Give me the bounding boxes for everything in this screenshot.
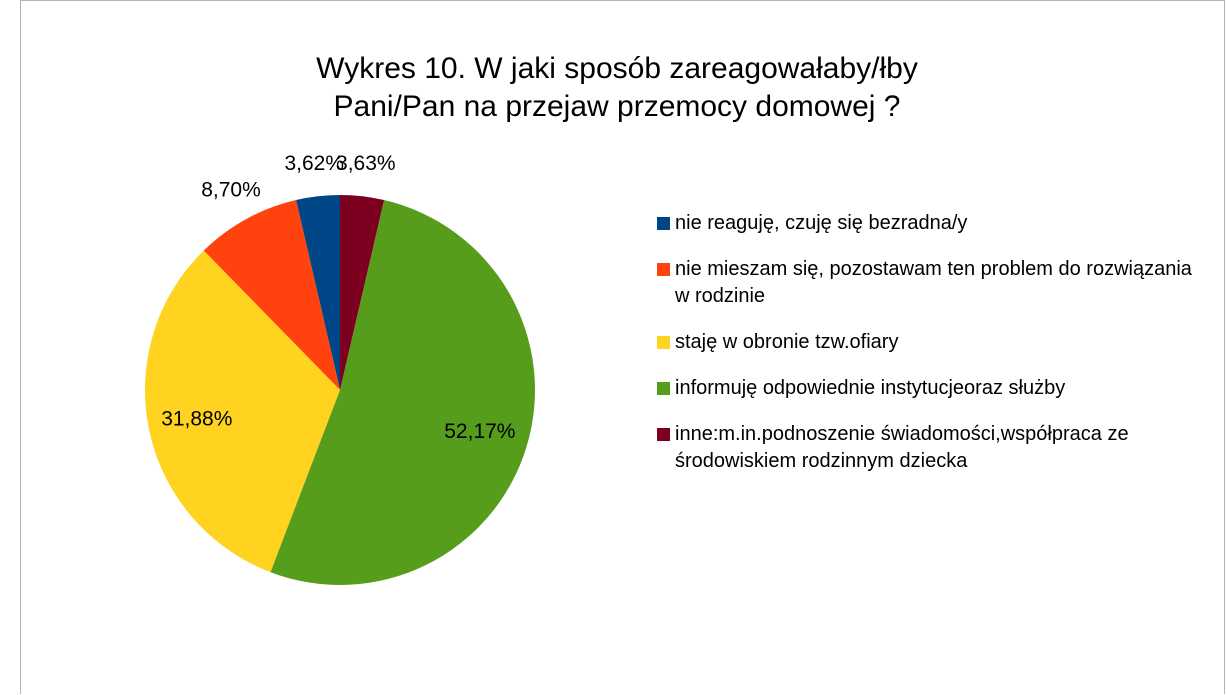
data-label: 8,70% <box>201 178 261 201</box>
legend-label: informuję odpowiednie instytucjeoraz słu… <box>675 377 1066 399</box>
chart-title: Wykres 10. W jaki sposób zareagowałaby/ł… <box>316 52 918 123</box>
legend-item: nie reaguję, czuję się bezradna/y <box>657 210 1197 237</box>
legend-swatch <box>657 217 670 230</box>
pie-slice <box>203 200 340 390</box>
legend-swatch <box>657 382 670 395</box>
legend-label: staję w obronie tzw.ofiary <box>675 331 899 353</box>
legend-swatch <box>657 263 670 276</box>
chart-frame <box>20 0 1225 694</box>
data-label: 52,17% <box>444 420 515 443</box>
legend-swatch <box>657 336 670 349</box>
data-label: 31,88% <box>161 407 232 430</box>
data-label: 3,62% <box>284 152 344 175</box>
legend-item: inne:m.in.podnoszenie świadomości,współp… <box>657 421 1197 475</box>
pie-slice <box>270 200 535 585</box>
legend-item: staję w obronie tzw.ofiary <box>657 329 1197 356</box>
legend-label: nie reaguję, czuję się bezradna/y <box>675 212 968 234</box>
legend: nie reaguję, czuję się bezradna/y nie mie… <box>657 210 1197 494</box>
legend-label: nie mieszam się, pozostawam ten problem … <box>675 258 1192 307</box>
legend-item: informuję odpowiednie instytucjeoraz słu… <box>657 375 1197 402</box>
legend-swatch <box>657 428 670 441</box>
legend-item: nie mieszam się, pozostawam ten problem … <box>657 256 1197 310</box>
data-label: 3,63% <box>336 152 396 175</box>
pie-slice <box>144 250 340 573</box>
pie-slice <box>340 195 385 390</box>
pie-slice <box>296 195 340 390</box>
legend-label: inne:m.in.podnoszenie świadomości,współp… <box>675 423 1129 472</box>
